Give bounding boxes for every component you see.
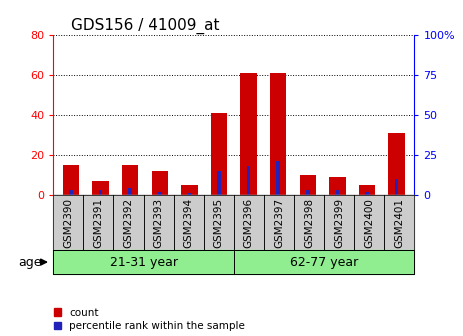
Legend: count, percentile rank within the sample: count, percentile rank within the sample (54, 308, 245, 331)
Text: GSM2401: GSM2401 (394, 198, 404, 248)
Bar (365, 192, 369, 195)
Bar (99, 190, 102, 195)
Text: GSM2391: GSM2391 (94, 198, 103, 248)
Bar (388, 133, 405, 195)
Bar (329, 177, 345, 195)
Bar (336, 190, 339, 195)
Text: GSM2394: GSM2394 (184, 198, 194, 248)
Bar (211, 113, 227, 195)
Bar (240, 73, 257, 195)
Bar (152, 171, 168, 195)
Bar (181, 185, 198, 195)
Bar (247, 166, 250, 195)
Bar (188, 193, 191, 195)
Bar (128, 188, 132, 195)
Bar (276, 161, 280, 195)
Bar (395, 179, 399, 195)
Bar (122, 165, 138, 195)
Bar (306, 190, 310, 195)
Bar (270, 73, 286, 195)
Bar (63, 165, 79, 195)
Text: GDS156 / 41009_at: GDS156 / 41009_at (71, 18, 220, 34)
Bar (359, 185, 375, 195)
Text: age: age (19, 256, 42, 268)
Text: 21-31 year: 21-31 year (110, 256, 177, 268)
Text: GSM2399: GSM2399 (334, 198, 344, 248)
Text: GSM2400: GSM2400 (364, 198, 374, 248)
Text: GSM2397: GSM2397 (274, 198, 284, 248)
Bar (69, 190, 73, 195)
Bar (300, 175, 316, 195)
Bar (158, 192, 162, 195)
Text: GSM2393: GSM2393 (154, 198, 163, 248)
Bar (93, 181, 109, 195)
Text: GSM2396: GSM2396 (244, 198, 254, 248)
Text: GSM2398: GSM2398 (304, 198, 314, 248)
Text: GSM2395: GSM2395 (214, 198, 224, 248)
Text: 62-77 year: 62-77 year (290, 256, 358, 268)
Text: GSM2392: GSM2392 (124, 198, 133, 248)
Bar (217, 171, 221, 195)
Text: GSM2390: GSM2390 (63, 198, 73, 248)
